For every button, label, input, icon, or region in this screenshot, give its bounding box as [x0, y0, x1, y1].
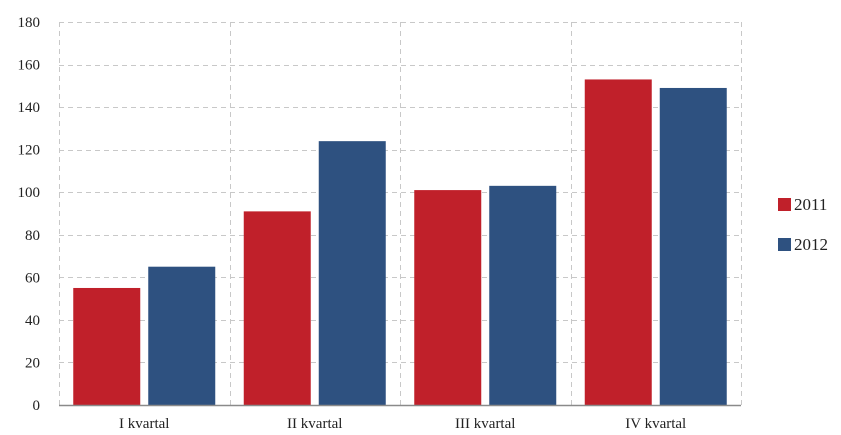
bar-2011-3: [584, 79, 652, 405]
legend-swatch-2011: [778, 198, 791, 211]
y-tick-label: 80: [25, 228, 40, 244]
legend-swatch-2012: [778, 238, 791, 251]
bars: [73, 79, 727, 405]
bar-2012-1: [318, 141, 386, 405]
y-tick-label: 140: [18, 100, 41, 116]
y-tick-label: 120: [18, 143, 41, 159]
x-category-label: II kvartal: [287, 416, 342, 432]
bar-2012-3: [659, 87, 727, 405]
bar-2012-2: [489, 185, 557, 405]
legend-label-2012: 2012: [794, 235, 828, 254]
y-tick-label: 20: [25, 355, 40, 371]
bar-2011-1: [243, 211, 311, 405]
x-category-label: I kvartal: [119, 416, 169, 432]
legend-label-2011: 2011: [794, 195, 827, 214]
legend: 2011 2012: [778, 195, 828, 254]
x-category-label: IV kvartal: [625, 416, 686, 432]
y-tick-label: 60: [25, 270, 40, 286]
bar-2012-0: [148, 266, 216, 405]
y-tick-label: 180: [18, 15, 41, 31]
x-category-labels: I kvartal II kvartal III kvartal IV kvartal: [119, 416, 686, 432]
y-tick-labels: 0 20 40 60 80 100 120 140 160 180: [18, 15, 41, 414]
x-category-label: III kvartal: [455, 416, 515, 432]
y-tick-label: 0: [33, 398, 41, 414]
y-tick-label: 100: [18, 185, 41, 201]
bar-2011-0: [73, 287, 141, 405]
y-tick-label: 40: [25, 313, 40, 329]
bar-2011-2: [414, 190, 482, 405]
y-tick-label: 160: [18, 58, 41, 74]
